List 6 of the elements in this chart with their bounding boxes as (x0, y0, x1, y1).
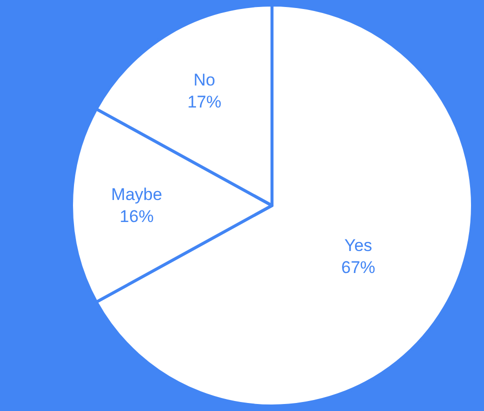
slice-label: Maybe (111, 184, 162, 204)
data-label: 67% (341, 258, 376, 278)
data-label: 17% (187, 92, 222, 112)
data-label: 16% (120, 207, 154, 226)
slice-label: Yes (344, 236, 372, 255)
slice-label: No (194, 70, 216, 90)
